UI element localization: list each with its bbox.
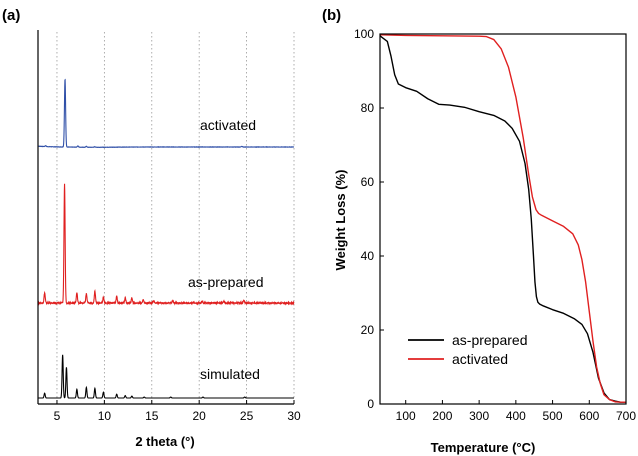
panel-b-y-tick-label: 100 — [354, 27, 374, 41]
tga-curve-activated — [379, 34, 626, 403]
series-label-as-prepared: as-prepared — [188, 274, 264, 290]
xrd-curve-activated — [37, 78, 295, 149]
panel-b: (b) 100 200 300 400 500 600 700 0 20 40 60 80 100 Te… — [322, 7, 636, 455]
panel-b-x-tick-label: 500 — [543, 409, 563, 423]
panel-b-x-tick-label: 400 — [506, 409, 526, 423]
panel-a-x-tick-label: 20 — [193, 409, 207, 423]
panel-a-x-tick-label: 15 — [145, 409, 159, 423]
panel-b-plot-frame — [379, 33, 627, 405]
series-label-activated: activated — [200, 117, 256, 133]
panel-b-ticks: 100 200 300 400 500 600 700 0 20 40 60 80 100 — [354, 27, 636, 423]
panel-b-x-tick-label: 300 — [469, 409, 489, 423]
panel-b-y-axis-title: Weight Loss (%) — [333, 170, 348, 271]
panel-a-curve-labels: activated as-prepared simulated — [188, 117, 264, 382]
panel-b-x-tick-label: 200 — [432, 409, 452, 423]
xrd-curve-as-prepared — [37, 183, 295, 306]
panel-b-x-tick-label: 700 — [616, 409, 636, 423]
panel-a-ticks: 5 10 15 20 25 30 — [54, 400, 301, 423]
panel-b-x-axis-title: Temperature (°C) — [431, 440, 536, 455]
panel-b-curves — [379, 34, 626, 403]
panel-b-x-tick-label: 100 — [396, 409, 416, 423]
panel-b-y-tick-label: 0 — [367, 397, 374, 411]
panel-a-curves — [37, 78, 295, 399]
panel-a-x-tick-label: 5 — [54, 409, 61, 423]
panel-a-x-tick-label: 10 — [98, 409, 112, 423]
panel-b-legend: as-prepared activated — [408, 332, 528, 367]
panel-a-x-tick-label: 30 — [287, 409, 301, 423]
tga-curve-as-prepared — [379, 35, 626, 403]
panel-b-y-tick-label: 40 — [361, 249, 375, 263]
panel-a-x-axis-title: 2 theta (°) — [135, 434, 194, 449]
panel-a-label: (a) — [2, 7, 20, 24]
panel-b-y-tick-label: 20 — [361, 323, 375, 337]
panel-b-y-tick-label: 60 — [361, 175, 375, 189]
xrd-curve-simulated — [38, 354, 294, 399]
legend-label-as-prepared: as-prepared — [452, 332, 528, 348]
panel-a-x-tick-label: 25 — [240, 409, 254, 423]
legend-label-activated: activated — [452, 351, 508, 367]
panel-b-x-tick-label: 600 — [579, 409, 599, 423]
panel-b-y-tick-label: 80 — [361, 101, 375, 115]
panel-a: (a) 5 10 15 20 25 30 activated as-prepared si… — [2, 7, 301, 449]
panel-a-gridlines — [56, 32, 295, 404]
series-label-simulated: simulated — [200, 366, 260, 382]
panel-b-label: (b) — [322, 7, 341, 24]
